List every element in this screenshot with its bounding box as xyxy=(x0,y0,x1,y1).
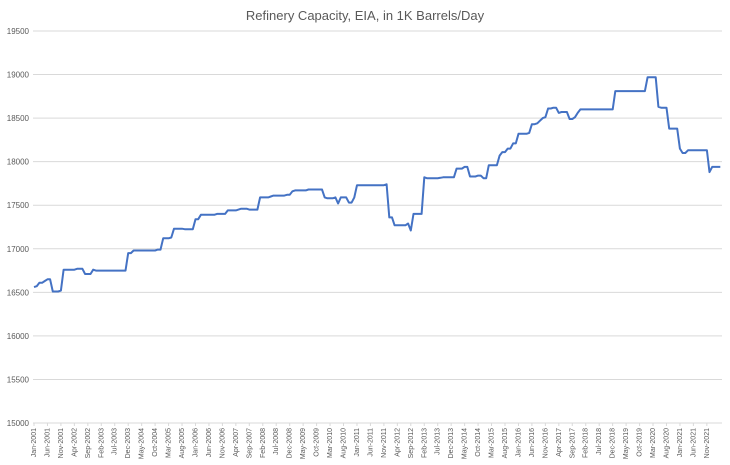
x-tick-label: Jun-2021 xyxy=(690,428,697,457)
x-tick-label: Mar-2010 xyxy=(327,428,334,458)
y-tick-label: 18500 xyxy=(7,114,30,123)
x-tick-label: Aug-2010 xyxy=(341,428,348,458)
x-tick-label: Jun-2011 xyxy=(367,428,374,457)
x-tick-label: Sep-2017 xyxy=(569,428,576,458)
x-tick-label: Apr-2002 xyxy=(71,428,78,457)
x-tick-label: Sep-2007 xyxy=(246,428,253,458)
x-tick-label: Dec-2018 xyxy=(610,428,617,458)
y-tick-label: 17500 xyxy=(7,201,30,210)
x-tick-label: Nov-2016 xyxy=(542,428,549,458)
x-tick-label: Jan-2016 xyxy=(515,428,522,457)
x-tick-label: May-2019 xyxy=(623,428,630,459)
x-tick-label: Jul-2003 xyxy=(112,428,119,455)
x-tick-label: Oct-2009 xyxy=(314,428,321,457)
x-tick-label: Dec-2003 xyxy=(125,428,132,458)
y-tick-label: 15500 xyxy=(7,375,30,384)
x-tick-label: Jun-2001 xyxy=(44,428,51,457)
x-tick-label: Jul-2013 xyxy=(435,428,442,455)
series-line xyxy=(33,76,721,293)
y-tick-label: 19000 xyxy=(7,71,30,80)
x-tick-label: Apr-2012 xyxy=(394,428,401,457)
y-tick-label: 17000 xyxy=(7,245,30,254)
y-tick-label: 18000 xyxy=(7,158,30,167)
x-tick-label: Feb-2013 xyxy=(421,428,428,458)
x-tick-label: May-2009 xyxy=(300,428,307,459)
x-tick-label: Jan-2011 xyxy=(354,428,361,457)
x-tick-label: May-2004 xyxy=(139,428,146,459)
y-tick-label: 19500 xyxy=(7,27,30,36)
x-tick-label: Oct-2014 xyxy=(475,428,482,457)
x-tick-label: Nov-2001 xyxy=(58,428,65,458)
x-tick-label: Feb-2018 xyxy=(583,428,590,458)
x-tick-label: Aug-2020 xyxy=(663,428,670,458)
x-tick-label: Jun-2006 xyxy=(206,428,213,457)
x-tick-label: Dec-2008 xyxy=(287,428,294,458)
x-tick-label: Oct-2019 xyxy=(637,428,644,457)
x-tick-label: Mar-2020 xyxy=(650,428,657,458)
x-tick-label: Nov-2021 xyxy=(704,428,711,458)
x-tick-label: Jan-2021 xyxy=(677,428,684,457)
x-tick-label: Apr-2007 xyxy=(233,428,240,457)
x-tick-label: Nov-2006 xyxy=(219,428,226,458)
x-tick-label: Jun-2016 xyxy=(529,428,536,457)
y-tick-label: 16000 xyxy=(7,332,30,341)
chart-title: Refinery Capacity, EIA, in 1K Barrels/Da… xyxy=(245,8,485,23)
x-tick-label: Jul-2018 xyxy=(596,428,603,455)
x-tick-label: Feb-2008 xyxy=(260,428,267,458)
x-tick-label: Mar-2015 xyxy=(489,428,496,458)
x-tick-label: Apr-2017 xyxy=(556,428,563,457)
y-tick-label: 16500 xyxy=(7,288,30,297)
x-tick-label: Mar-2005 xyxy=(166,428,173,458)
x-tick-label: Jan-2001 xyxy=(31,428,38,457)
x-tick-label: Dec-2013 xyxy=(448,428,455,458)
x-tick-label: Sep-2012 xyxy=(408,428,415,458)
x-tick-label: Sep-2002 xyxy=(85,428,92,458)
x-tick-label: Jul-2008 xyxy=(273,428,280,455)
x-tick-label: Nov-2011 xyxy=(381,428,388,458)
x-tick-label: Jan-2006 xyxy=(192,428,199,457)
x-tick-label: Aug-2005 xyxy=(179,428,186,458)
x-tick-label: Aug-2015 xyxy=(502,428,509,458)
x-tick-label: May-2014 xyxy=(462,428,469,459)
y-tick-label: 15000 xyxy=(7,419,30,428)
x-tick-label: Oct-2004 xyxy=(152,428,159,457)
x-tick-label: Feb-2003 xyxy=(98,428,105,458)
